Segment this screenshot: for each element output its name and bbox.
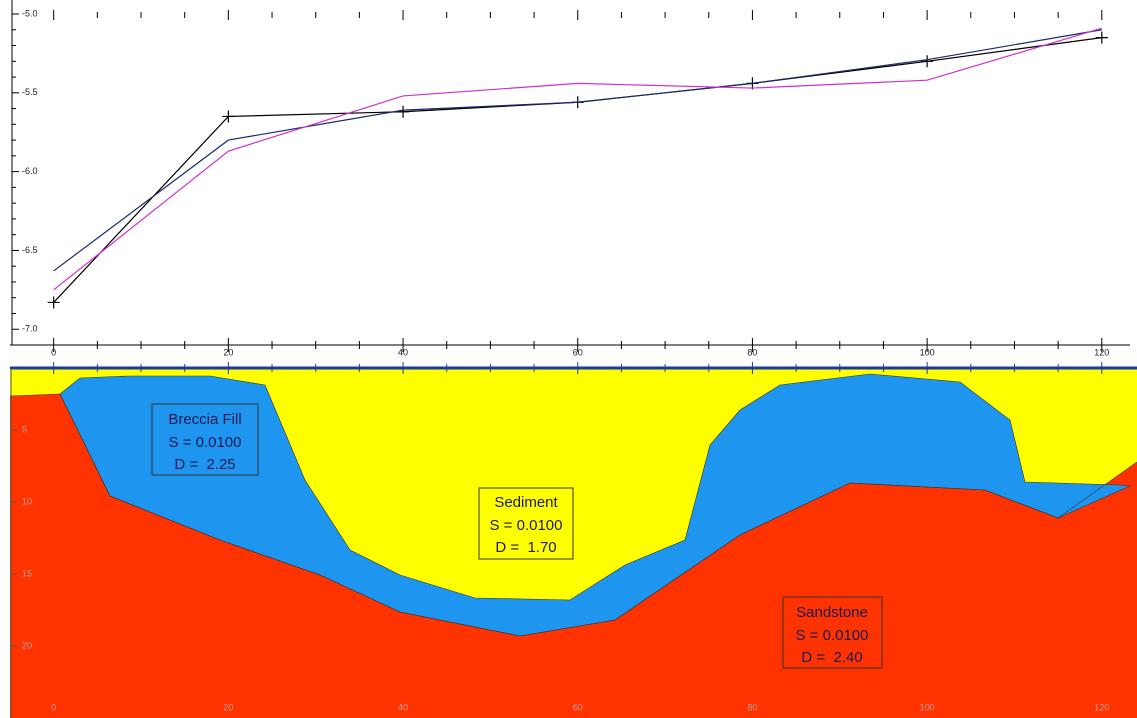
- series-line: [53, 29, 1102, 272]
- x-tick-label: 100: [920, 702, 935, 712]
- body-line: D = 2.25: [174, 456, 235, 473]
- body-name: Breccia Fill: [168, 411, 241, 428]
- y-tick-label: 10: [22, 496, 32, 506]
- y-tick-label: -6.0: [22, 166, 38, 176]
- y-tick-label: 20: [22, 640, 32, 650]
- body-line: S = 0.0100: [490, 517, 563, 534]
- x-tick-label: 20: [223, 347, 233, 357]
- y-tick-label: -6.5: [22, 245, 38, 255]
- x-tick-label: 80: [747, 702, 757, 712]
- y-tick-label: -5.0: [22, 8, 38, 18]
- point-marker: [222, 110, 235, 123]
- point-marker: [397, 105, 410, 118]
- point-marker: [1095, 31, 1108, 44]
- y-tick-label: 5: [22, 424, 27, 434]
- body-label: Breccia Fill S = 0.0100 D = 2.25: [151, 403, 259, 476]
- label-box: [151, 403, 259, 476]
- label-box: [478, 487, 574, 560]
- point-marker: [921, 55, 934, 68]
- body-label: Sandstone S = 0.0100 D = 2.40: [782, 596, 883, 669]
- body-line: S = 0.0100: [169, 434, 242, 451]
- y-tick-label: 15: [22, 568, 32, 578]
- body-line: S = 0.0100: [796, 627, 869, 644]
- body-name: Sandstone: [796, 604, 868, 621]
- body-line: D = 2.40: [801, 649, 862, 666]
- series-line: [53, 27, 1102, 291]
- x-tick-label: 100: [920, 347, 935, 357]
- y-tick-label: -5.5: [22, 87, 38, 97]
- x-tick-label: 120: [1094, 702, 1109, 712]
- boundary: [9, 393, 1137, 637]
- x-tick-label: 0: [51, 347, 56, 357]
- body-label: Sediment S = 0.0100 D = 1.70: [478, 487, 574, 560]
- body-line: D = 1.70: [495, 539, 556, 556]
- x-tick-label: 120: [1094, 347, 1109, 357]
- x-tick-label: 40: [398, 347, 408, 357]
- x-tick-label: 60: [573, 702, 583, 712]
- y-tick-label: -7.0: [22, 324, 38, 334]
- x-tick-label: 40: [398, 702, 408, 712]
- x-tick-label: 80: [747, 347, 757, 357]
- body-name: Sediment: [494, 494, 558, 511]
- label-box: [782, 596, 883, 669]
- x-tick-label: 60: [573, 347, 583, 357]
- point-marker: [47, 296, 60, 309]
- x-tick-label: 0: [51, 702, 56, 712]
- x-tick-label: 20: [223, 702, 233, 712]
